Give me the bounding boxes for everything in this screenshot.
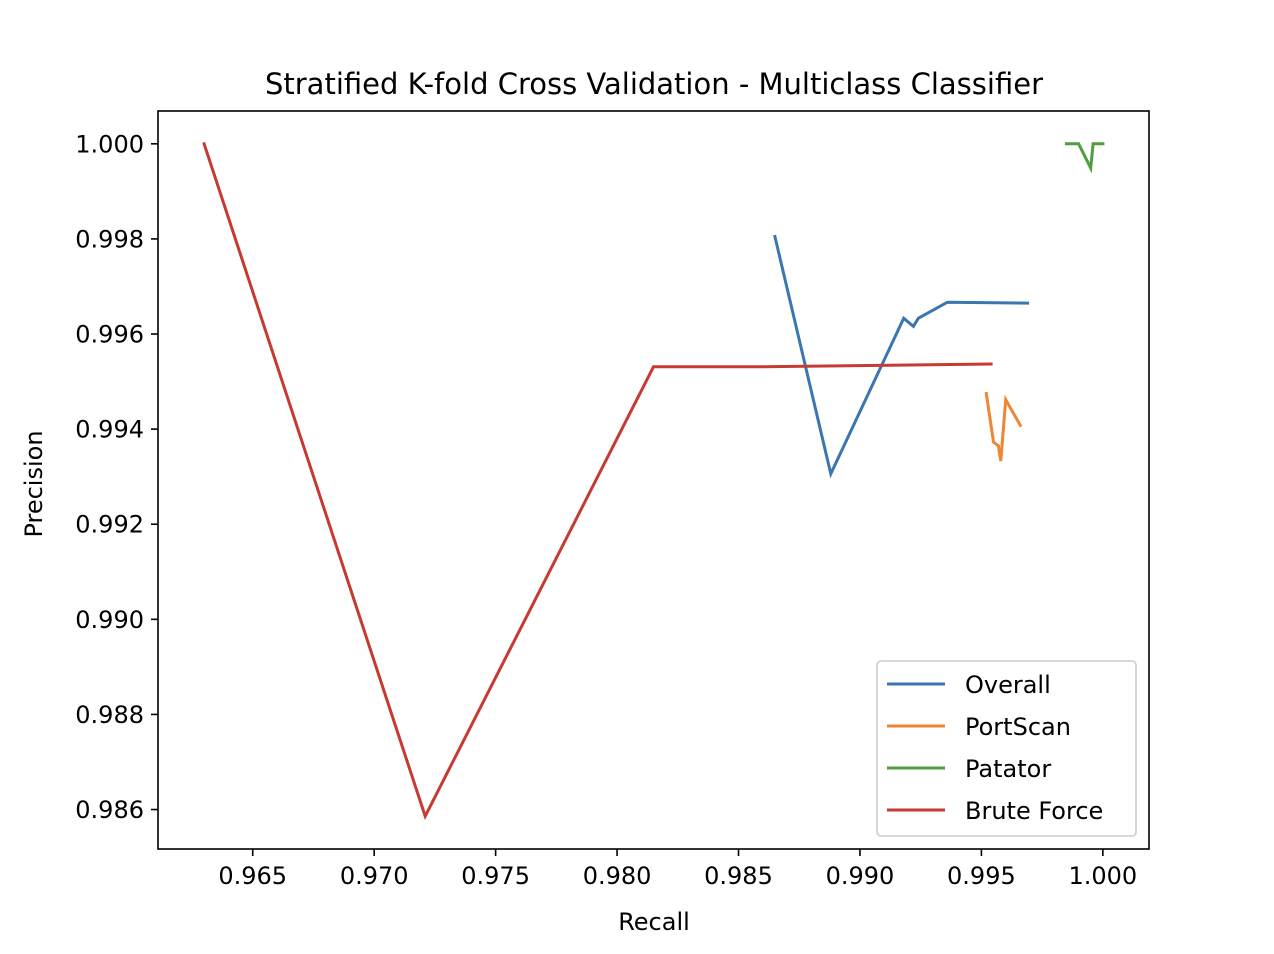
y-tick-label: 0.998	[75, 225, 144, 253]
y-axis: 0.986 0.988 0.990 0.992 0.994 0.996 0.998 1.000	[75, 130, 158, 824]
plot-frame	[157, 110, 1150, 850]
legend-label-3: Brute Force	[965, 797, 1103, 825]
x-tick-label: 0.980	[583, 862, 652, 890]
y-tick-label: 1.000	[75, 130, 144, 158]
legend: Overall PortScan Patator Brute Force	[876, 660, 1137, 837]
x-axis-label: Recall	[618, 908, 690, 936]
chart-title: Stratified K-fold Cross Validation - Mul…	[265, 67, 1043, 101]
x-tick-label: 0.995	[947, 862, 1016, 890]
x-tick-label: 0.965	[218, 862, 287, 890]
y-tick-label: 0.996	[75, 321, 144, 349]
series-line-2	[1064, 142, 1105, 174]
x-tick-label: 0.985	[704, 862, 773, 890]
series-line-3	[202, 141, 993, 821]
x-tick-label: 0.975	[461, 862, 530, 890]
y-axis-label: Precision	[20, 430, 48, 537]
x-tick-label: 0.990	[826, 862, 895, 890]
x-tick-label: 0.970	[340, 862, 409, 890]
y-tick-label: 0.994	[75, 416, 144, 444]
legend-label-2: Patator	[965, 755, 1051, 783]
series-line-1	[984, 391, 1023, 462]
x-axis: 0.965 0.970 0.975 0.980 0.985 0.990 0.995 1.000	[218, 849, 1137, 890]
y-tick-label: 0.986	[75, 796, 144, 824]
x-tick-label: 1.000	[1068, 862, 1137, 890]
legend-label-0: Overall	[965, 671, 1051, 699]
legend-label-1: PortScan	[965, 713, 1071, 741]
y-tick-label: 0.990	[75, 606, 144, 634]
series-lines	[202, 141, 1105, 821]
series-line-0	[773, 234, 1030, 479]
y-tick-label: 0.992	[75, 511, 144, 539]
legend-box	[876, 660, 1137, 837]
y-tick-label: 0.988	[75, 701, 144, 729]
